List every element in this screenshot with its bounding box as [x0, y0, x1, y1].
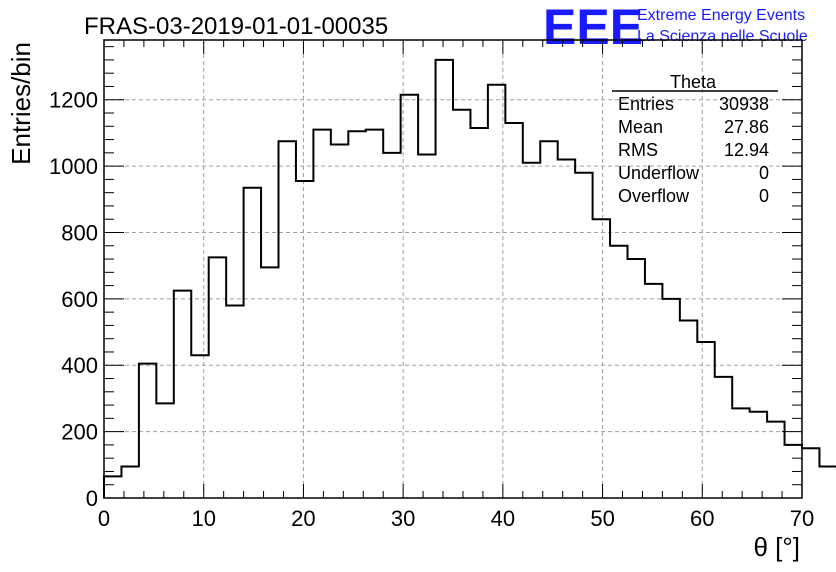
histogram-bin	[593, 219, 610, 498]
y-tick-label: 1200	[49, 88, 98, 113]
x-tick-labels: 0 10 20 30 40 50 60 70	[98, 506, 814, 531]
grid	[104, 40, 802, 498]
stats-row-value: 12.94	[724, 140, 769, 160]
chart-title: FRAS-03-2019-01-01-00035	[84, 13, 388, 40]
x-axis-label: θ [°]	[753, 532, 800, 562]
histogram-bin	[383, 153, 400, 498]
x-tick-label: 40	[491, 506, 515, 531]
histogram-bin	[645, 284, 662, 498]
stats-row-value: 0	[759, 186, 769, 206]
histogram-bin	[366, 130, 383, 498]
histogram-bin	[628, 259, 645, 498]
histogram-bin	[715, 377, 732, 498]
y-tick-label: 0	[86, 486, 98, 511]
histogram-bin	[296, 181, 313, 498]
x-tick-label: 30	[391, 506, 415, 531]
histogram-bin	[802, 448, 819, 498]
x-tick-label: 20	[291, 506, 315, 531]
y-tick-labels: 0 200 400 600 800 1000 1200	[49, 88, 98, 511]
histogram-bin	[819, 466, 836, 498]
y-tick-label: 600	[61, 287, 98, 312]
histogram-bin	[418, 155, 435, 499]
histogram-bin	[470, 128, 487, 498]
histogram-bin	[488, 85, 505, 498]
x-tick-label: 60	[690, 506, 714, 531]
histogram-bin	[226, 306, 243, 498]
stats-row-label: Entries	[618, 94, 674, 114]
x-tick-label: 10	[191, 506, 215, 531]
stats-row-label: Mean	[618, 117, 663, 137]
histogram-bin	[401, 95, 418, 498]
y-tick-label: 1000	[49, 154, 98, 179]
histogram-bin	[575, 173, 592, 498]
histogram-bin	[104, 476, 121, 498]
histogram-bin	[244, 188, 261, 498]
histogram-bin	[558, 159, 575, 498]
stats-row-label: RMS	[618, 140, 658, 160]
histogram-bin	[680, 320, 697, 498]
axis-ticks	[103, 40, 803, 499]
stats-row-value: 0	[759, 163, 769, 183]
x-tick-label: 50	[590, 506, 614, 531]
plot-frame	[103, 39, 803, 499]
histogram-bin	[279, 141, 296, 498]
stats-row-value: 30938	[719, 94, 769, 114]
y-tick-label: 400	[61, 353, 98, 378]
y-axis-label: Entries/bin	[6, 42, 36, 165]
histogram-bin	[662, 299, 679, 498]
histogram-bin	[505, 123, 522, 498]
histogram-bin	[191, 355, 208, 498]
histogram-bin	[540, 141, 557, 498]
histogram-bin	[697, 342, 714, 498]
histogram-bin	[174, 291, 191, 498]
stats-row-label: Underflow	[618, 163, 700, 183]
histogram-bin	[331, 145, 348, 498]
stats-row-value: 27.86	[724, 117, 769, 137]
histogram-bin	[313, 130, 330, 498]
histogram-bin	[732, 408, 749, 498]
histogram-bin	[767, 422, 784, 498]
histogram-bin	[610, 246, 627, 498]
eee-logo-line1: Extreme Energy Events	[637, 7, 805, 24]
x-tick-label: 70	[790, 506, 814, 531]
y-tick-label: 800	[61, 220, 98, 245]
stats-rows: Entries 30938 Mean 27.86 RMS 12.94 Underflow 0 O…	[618, 94, 769, 206]
y-tick-label: 200	[61, 420, 98, 445]
stats-row-label: Overflow	[618, 186, 690, 206]
histogram-bin	[453, 110, 470, 498]
histogram-bin	[156, 403, 173, 498]
histogram-bin	[209, 257, 226, 498]
stats-box: Theta Entries 30938 Mean 27.86 RMS 12.94 Under…	[612, 72, 778, 206]
histogram-bin	[750, 412, 767, 498]
histogram-bin	[348, 131, 365, 498]
stats-box-title: Theta	[670, 72, 717, 92]
histogram-bin	[139, 364, 156, 498]
eee-logo-mark: EEE	[543, 0, 643, 55]
histogram-bin	[436, 60, 453, 498]
histogram-bin	[523, 163, 540, 498]
x-tick-label: 0	[98, 506, 110, 531]
histogram-bin	[261, 267, 278, 498]
